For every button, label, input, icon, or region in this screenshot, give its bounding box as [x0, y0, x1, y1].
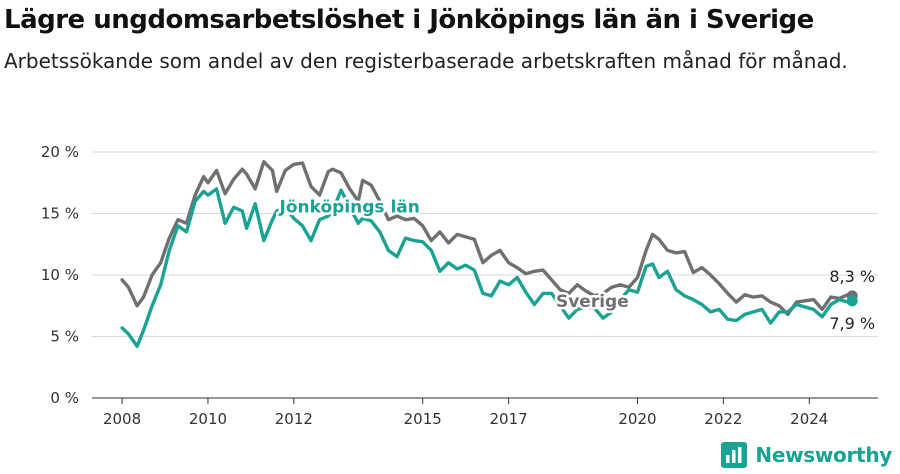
chart-title: Lägre ungdomsarbetslöshet i Jönköpings l… [4, 5, 814, 35]
chart-subtitle: Arbetssökande som andel av den registerb… [4, 49, 848, 73]
series-line-jonkoping [120, 187, 854, 348]
series-labels: Jönköpings län Sverige 8,3 % 7,9 % [276, 195, 875, 333]
newsworthy-brand: Newsworthy [721, 442, 892, 468]
series-lines [120, 160, 858, 348]
newsworthy-bar-chart-logo-icon [721, 442, 748, 468]
x-tick-label: 2024 [790, 410, 828, 428]
y-tick-label: 10 % [41, 266, 79, 284]
x-tick-label: 2020 [618, 410, 656, 428]
y-tick-label: 5 % [50, 328, 79, 346]
y-tick-label: 20 % [41, 143, 79, 161]
y-axis-tick-labels: 0 % 5 % 10 % 15 % 20 % [41, 143, 79, 407]
series-end-point-jonkoping [846, 295, 858, 307]
x-tick-label: 2012 [275, 410, 313, 428]
x-axis-tick-labels: 2008 2010 2012 2015 2017 2020 2022 2024 [103, 398, 828, 428]
end-value-label-jonkoping: 7,9 % [829, 314, 875, 333]
end-value-label-sverige: 8,3 % [829, 267, 875, 286]
y-tick-label: 15 % [41, 205, 79, 223]
x-tick-label: 2017 [490, 410, 528, 428]
series-line-sverige [120, 160, 854, 317]
x-tick-label: 2015 [404, 410, 442, 428]
x-tick-label: 2022 [704, 410, 742, 428]
series-label-sverige: Sverige [556, 292, 629, 312]
gridlines [92, 151, 878, 337]
x-tick-label: 2010 [189, 410, 227, 428]
brand-name: Newsworthy [755, 443, 892, 467]
x-tick-label: 2008 [103, 410, 141, 428]
y-tick-label: 0 % [50, 389, 79, 407]
series-label-jonkoping: Jönköpings län [279, 197, 420, 217]
